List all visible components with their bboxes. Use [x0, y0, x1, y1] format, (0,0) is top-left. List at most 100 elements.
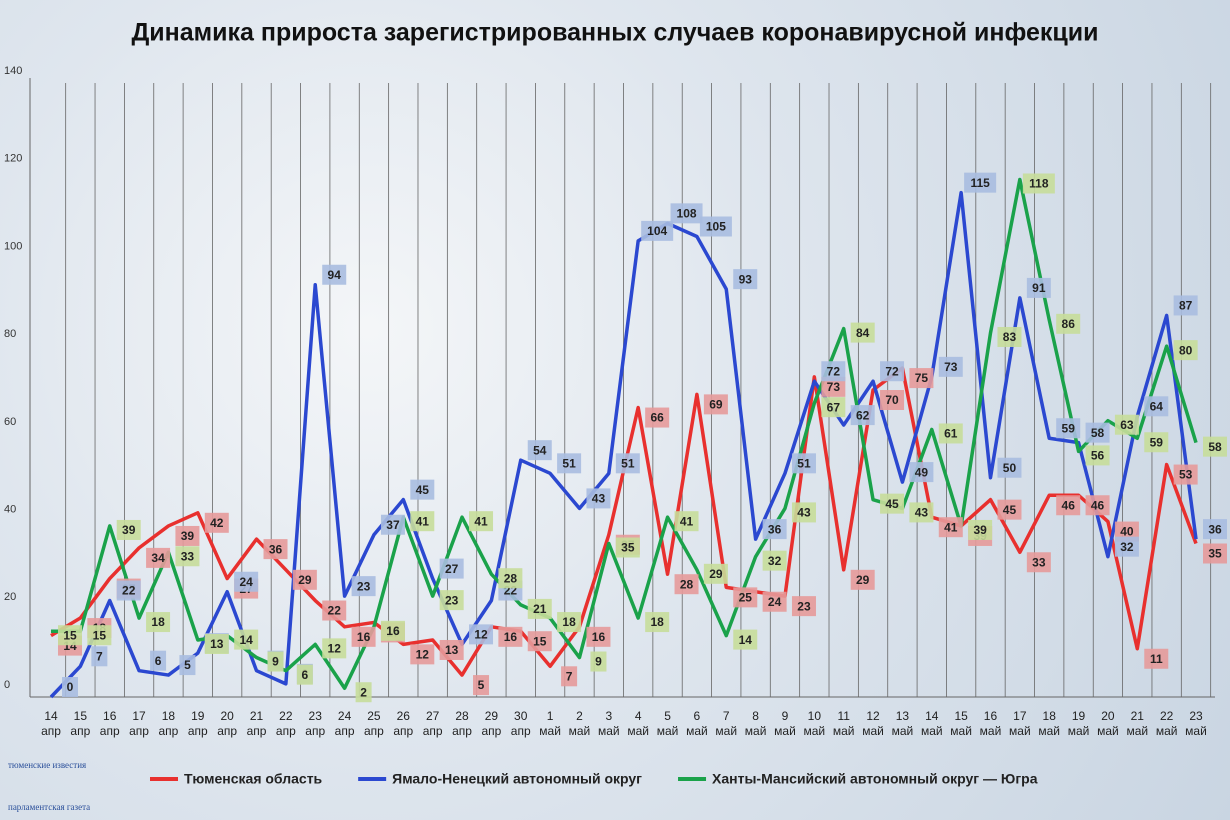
data-label: 33	[1032, 555, 1046, 569]
data-label-box	[850, 322, 875, 343]
data-label: 118	[1029, 177, 1049, 191]
data-label: 0	[67, 680, 74, 694]
x-tick-label: 17 апр	[129, 709, 149, 738]
data-label-box	[1203, 519, 1227, 540]
x-tick-label: 11 май	[832, 709, 855, 738]
data-label: 63	[1120, 418, 1134, 432]
data-label: 15	[63, 628, 77, 642]
data-label-box	[498, 568, 523, 589]
x-tick-label: 24 апр	[334, 709, 355, 738]
data-label-box	[880, 493, 905, 514]
x-tick-label: 27 апр	[422, 709, 443, 738]
data-label: 59	[1150, 435, 1164, 449]
data-label: 93	[739, 272, 753, 286]
data-label-box	[322, 600, 347, 621]
data-label-box	[699, 216, 732, 237]
data-label: 54	[533, 443, 547, 457]
y-tick-label: 140	[4, 65, 22, 77]
data-label: 39	[181, 529, 195, 543]
data-label: 58	[1208, 440, 1222, 454]
x-tick-label: 17 май	[1009, 709, 1031, 738]
data-label-box	[1144, 396, 1169, 417]
data-label: 84	[856, 326, 870, 340]
data-label: 69	[709, 398, 723, 412]
legend-label: Тюменская область	[184, 771, 323, 787]
x-tick-label: 6 май	[686, 709, 708, 738]
data-label-box	[590, 651, 607, 672]
data-label: 29	[856, 573, 870, 587]
data-label-box	[267, 651, 284, 672]
data-label: 32	[768, 554, 782, 568]
data-label-box	[527, 440, 552, 461]
data-label-box	[322, 264, 347, 285]
data-label: 39	[122, 523, 136, 537]
data-label-box	[292, 569, 317, 590]
x-tick-label: 22 май	[1155, 709, 1178, 738]
data-label-box	[909, 502, 934, 523]
legend-label: Ханты-Мансийский автономный округ — Югра	[712, 771, 1038, 787]
data-label-box	[821, 361, 846, 382]
data-label-box	[909, 368, 934, 389]
data-label: 18	[151, 615, 165, 629]
data-label: 46	[1062, 498, 1076, 512]
data-label: 41	[680, 514, 694, 528]
data-label: 108	[677, 207, 697, 221]
x-tick-label: 21 май	[1126, 709, 1149, 738]
data-label-box	[175, 546, 200, 567]
data-label: 24	[768, 595, 782, 609]
data-label: 28	[504, 571, 518, 585]
data-label: 64	[1150, 399, 1164, 413]
data-label-box	[1056, 313, 1081, 334]
data-label: 7	[566, 669, 573, 683]
data-label-box	[615, 537, 640, 558]
y-tick-label: 80	[4, 328, 16, 340]
data-label-box	[1056, 495, 1081, 516]
data-label: 15	[533, 634, 547, 648]
data-label-box	[150, 650, 167, 671]
data-label: 45	[1003, 503, 1017, 517]
data-label: 35	[1208, 547, 1222, 561]
data-label-box	[850, 405, 875, 426]
data-label-box	[964, 172, 997, 193]
data-label-box	[1203, 436, 1227, 457]
data-label: 13	[210, 637, 224, 651]
data-label: 16	[357, 630, 371, 644]
data-label: 2	[360, 685, 367, 699]
y-tick-label: 60	[4, 416, 16, 428]
data-label-box	[762, 591, 787, 612]
data-label-box	[234, 571, 259, 592]
data-label: 29	[298, 573, 312, 587]
data-label: 6	[155, 654, 162, 668]
data-label: 28	[680, 577, 694, 591]
data-label: 66	[650, 411, 664, 425]
data-label: 42	[210, 516, 224, 530]
data-label: 41	[944, 520, 958, 534]
x-tick-label: 16 май	[979, 709, 1002, 738]
data-label: 45	[416, 483, 430, 497]
x-tick-label: 14 май	[920, 709, 943, 738]
data-label-box	[527, 631, 552, 652]
x-tick-label: 18 апр	[158, 709, 179, 738]
x-tick-label: 8 май	[744, 709, 767, 738]
data-label: 67	[827, 400, 841, 414]
data-label-box	[116, 580, 141, 601]
x-tick-label: 23 май	[1185, 709, 1207, 738]
data-label-box	[1114, 414, 1139, 435]
data-label-box	[1114, 521, 1139, 542]
data-label: 37	[386, 518, 400, 532]
data-label: 5	[184, 658, 191, 672]
data-label: 46	[1091, 498, 1105, 512]
data-label-box	[909, 462, 934, 483]
x-tick-label: 20 май	[1097, 709, 1119, 738]
y-tick-label: 0	[4, 679, 10, 691]
x-tick-label: 14 апр	[41, 709, 61, 738]
data-label: 23	[445, 593, 459, 607]
data-label-box	[234, 629, 259, 650]
x-tick-label: 25 апр	[364, 709, 384, 738]
data-label: 12	[328, 642, 342, 656]
data-label: 53	[1179, 468, 1193, 482]
data-label-box	[586, 626, 611, 647]
data-label-box	[469, 511, 494, 532]
data-label-box	[439, 639, 464, 660]
data-label: 49	[915, 465, 929, 479]
